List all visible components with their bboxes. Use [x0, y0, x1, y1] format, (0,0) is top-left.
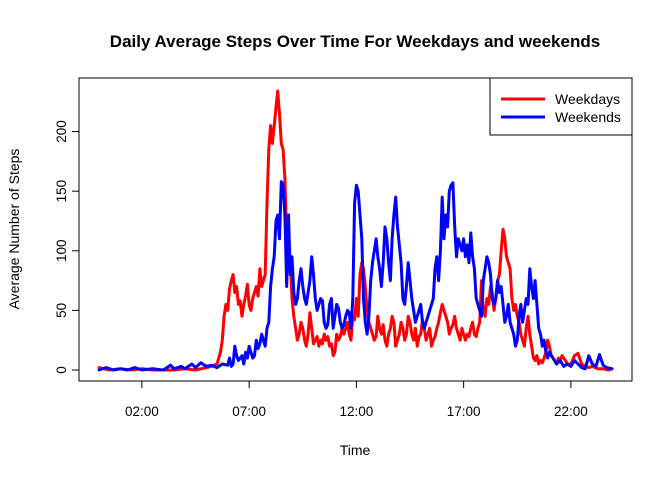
y-tick-label: 200 [54, 120, 69, 143]
x-tick-label: 12:00 [339, 404, 373, 419]
series-layer [97, 89, 614, 372]
series-line-weekdays [97, 89, 614, 372]
x-axis: 02:00 07:00 12:00 17:00 22:00 [125, 380, 588, 419]
legend-box [489, 77, 633, 136]
x-tick-label: 02:00 [125, 404, 159, 419]
x-tick-label: 22:00 [554, 404, 588, 419]
x-tick-label: 07:00 [232, 404, 266, 419]
chart-title: Daily Average Steps Over Time For Weekda… [110, 32, 600, 51]
y-tick-label: 0 [54, 366, 69, 374]
y-axis: 0 50 100 150 200 [54, 120, 80, 374]
x-tick-label: 17:00 [447, 404, 481, 419]
legend-label-weekends: Weekends [555, 109, 621, 125]
y-tick-label: 100 [54, 240, 69, 263]
x-axis-label: Time [340, 442, 371, 458]
y-tick-label: 150 [54, 180, 69, 203]
y-tick-label: 50 [54, 303, 69, 318]
y-axis-label: Average Number of Steps [6, 149, 22, 310]
legend: Weekdays Weekends [489, 77, 633, 136]
legend-label-weekdays: Weekdays [555, 91, 620, 107]
series-line-weekends [97, 180, 614, 372]
